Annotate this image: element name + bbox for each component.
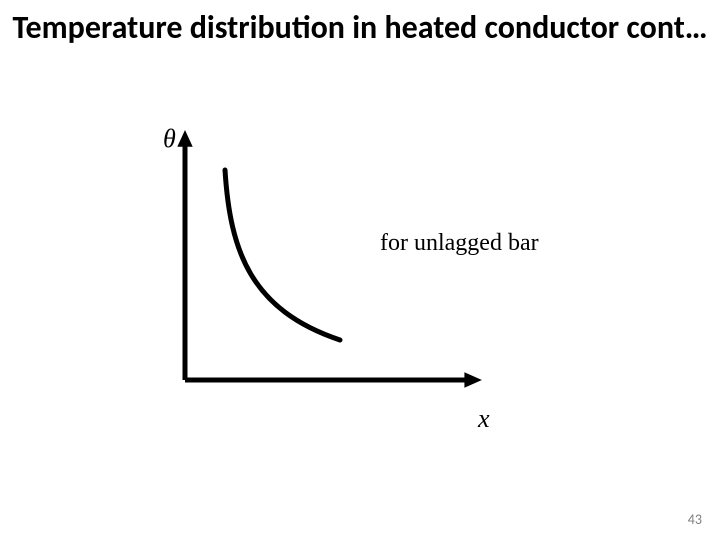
y-axis-label-theta: θ: [163, 124, 176, 154]
decay-curve: [225, 170, 340, 340]
x-axis-arrowhead: [464, 372, 482, 387]
page-number: 43: [688, 511, 702, 528]
slide-title: Temperature distribution in heated condu…: [0, 10, 720, 47]
y-axis-arrowhead: [177, 130, 192, 147]
temperature-curve-chart: [130, 130, 490, 410]
x-axis-label-x: x: [478, 404, 490, 434]
curve-annotation: for unlagged bar: [380, 230, 539, 257]
chart-svg: [130, 130, 490, 410]
